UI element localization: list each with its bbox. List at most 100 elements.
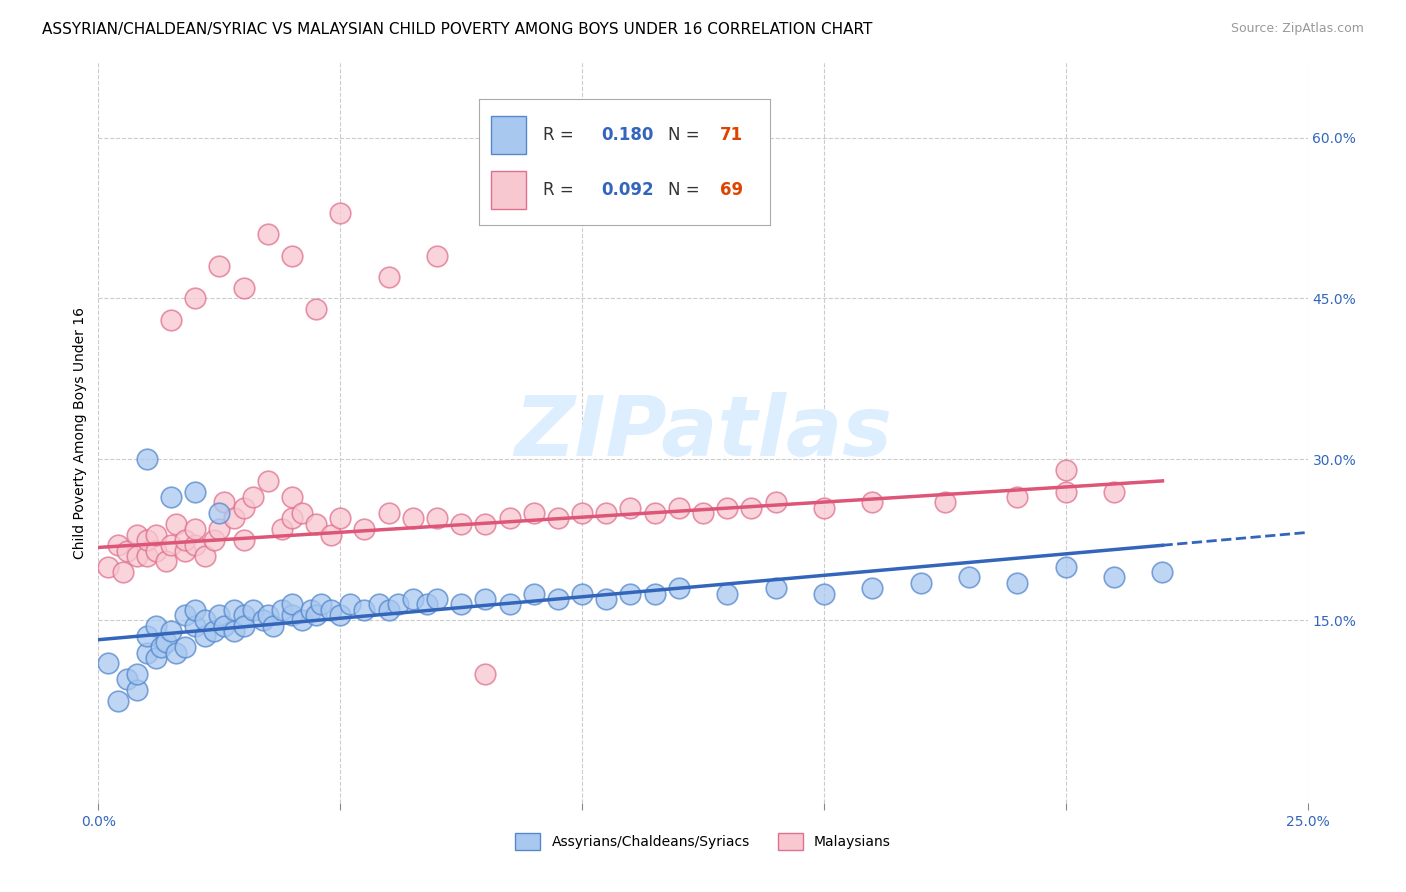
Point (208, 522, 231, 536)
Point (299, 602, 322, 616)
Point (135, 646, 157, 660)
Point (668, 500, 690, 515)
Point (256, 474, 278, 488)
Point (160, 538, 183, 552)
Point (150, 640, 173, 655)
Point (262, 619, 284, 633)
Text: ZIPatlas: ZIPatlas (515, 392, 891, 473)
Point (319, 602, 342, 616)
Point (281, 607, 304, 622)
Point (160, 624, 183, 639)
Point (740, 500, 762, 515)
Point (232, 619, 254, 633)
Point (619, 500, 641, 515)
Point (571, 586, 593, 600)
Point (160, 490, 183, 504)
Point (1102, 484, 1125, 499)
Point (145, 651, 167, 665)
Point (309, 597, 332, 611)
Text: Source: ZipAtlas.com: Source: ZipAtlas.com (1230, 22, 1364, 36)
Point (290, 506, 312, 520)
Point (174, 543, 197, 558)
Point (281, 490, 304, 504)
Point (212, 619, 235, 633)
Point (1054, 559, 1077, 574)
Point (474, 516, 496, 531)
Point (329, 607, 352, 622)
Point (934, 495, 956, 509)
Point (165, 516, 187, 531)
Point (145, 543, 167, 558)
Point (474, 667, 496, 681)
Point (305, 607, 328, 622)
Point (271, 602, 294, 616)
Point (135, 549, 157, 563)
Point (107, 538, 129, 552)
Point (256, 227, 278, 241)
Point (242, 602, 264, 616)
Point (135, 533, 157, 547)
Point (232, 533, 254, 547)
Point (319, 527, 342, 541)
Point (402, 511, 425, 525)
Point (204, 624, 226, 639)
Point (97, 559, 120, 574)
Point (155, 554, 177, 568)
Point (339, 597, 361, 611)
Point (252, 614, 274, 628)
Point (547, 511, 569, 525)
Point (208, 607, 231, 622)
Point (305, 516, 328, 531)
Point (281, 511, 304, 525)
Point (194, 630, 217, 644)
Point (1102, 570, 1125, 584)
Point (377, 506, 399, 520)
Point (860, 581, 883, 595)
Point (305, 302, 328, 317)
Point (135, 452, 157, 467)
Point (184, 538, 207, 552)
Point (329, 511, 352, 525)
Point (117, 673, 139, 687)
Point (416, 597, 439, 611)
Point (232, 500, 254, 515)
Point (1007, 490, 1029, 504)
Point (1054, 463, 1077, 477)
Point (117, 543, 139, 558)
Point (353, 602, 375, 616)
Point (194, 614, 217, 628)
Point (595, 591, 617, 606)
Point (281, 597, 304, 611)
Point (127, 683, 149, 698)
Point (329, 205, 352, 219)
Point (523, 506, 546, 520)
Point (208, 260, 231, 274)
Point (107, 694, 129, 708)
Point (426, 511, 449, 525)
Point (208, 506, 231, 520)
Point (377, 270, 399, 285)
Point (813, 586, 835, 600)
Point (426, 249, 449, 263)
Point (232, 281, 254, 295)
Point (222, 624, 245, 639)
Point (571, 506, 593, 520)
Point (127, 527, 149, 541)
Legend: Assyrians/Chaldeans/Syriacs, Malaysians: Assyrians/Chaldeans/Syriacs, Malaysians (510, 828, 896, 855)
Point (174, 607, 197, 622)
Point (474, 591, 496, 606)
Point (184, 484, 207, 499)
Point (160, 313, 183, 327)
Point (127, 549, 149, 563)
Point (145, 619, 167, 633)
Point (271, 522, 294, 536)
Point (957, 570, 980, 584)
Point (174, 533, 197, 547)
Point (1054, 484, 1077, 499)
Text: ASSYRIAN/CHALDEAN/SYRIAC VS MALAYSIAN CHILD POVERTY AMONG BOYS UNDER 16 CORRELAT: ASSYRIAN/CHALDEAN/SYRIAC VS MALAYSIAN CH… (42, 22, 873, 37)
Point (644, 506, 666, 520)
Point (523, 586, 546, 600)
Point (242, 490, 264, 504)
Point (765, 495, 787, 509)
Point (174, 640, 197, 655)
